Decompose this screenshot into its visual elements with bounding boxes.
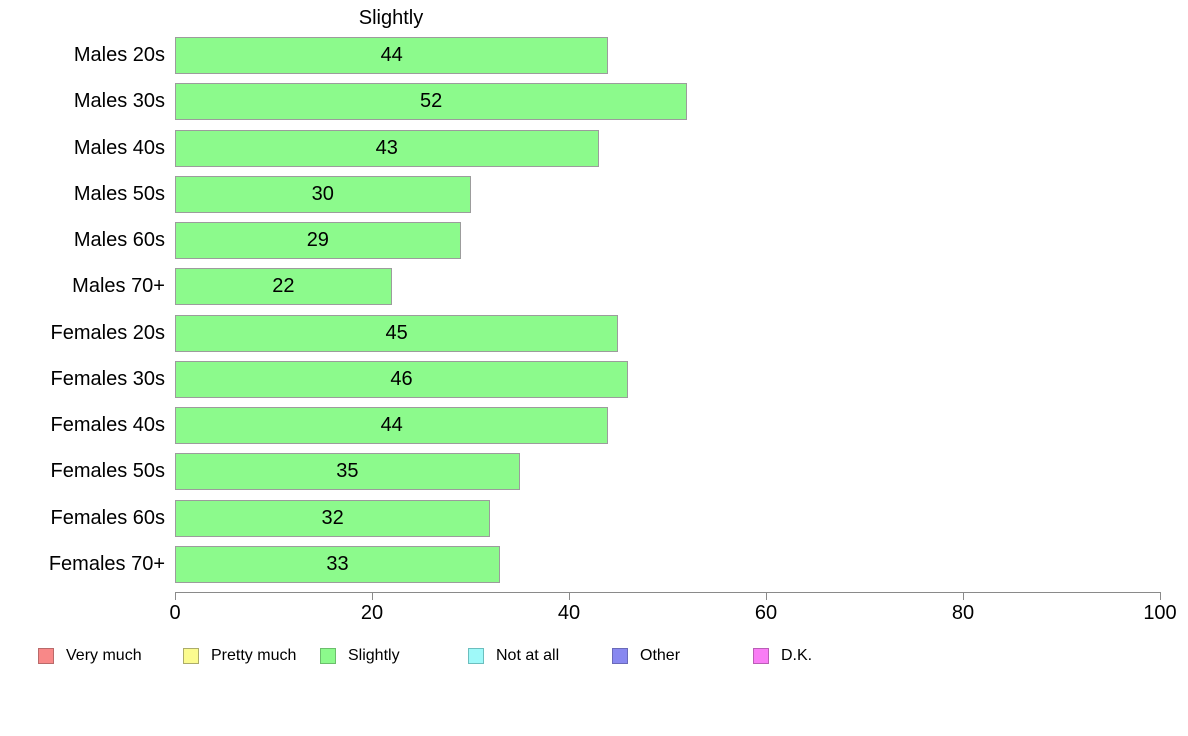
bar-row: Females 60s 32	[0, 499, 1188, 537]
bar-row: Females 40s 44	[0, 407, 1188, 445]
bar-value-label: 45	[385, 321, 408, 344]
bar-row: Females 50s 35	[0, 453, 1188, 491]
bar: 32	[175, 499, 491, 537]
category-label: Males 20s	[73, 44, 165, 66]
category-label: Females 50s	[50, 460, 166, 483]
x-axis-tick-label: 80	[951, 602, 975, 624]
category-label: Males 50s	[73, 182, 165, 205]
bar-value-label: 44	[380, 414, 403, 437]
legend-swatch	[183, 648, 199, 664]
bar-row: Females 30s 46	[0, 360, 1188, 398]
bar-value-label: 44	[380, 44, 403, 66]
legend-swatch	[612, 648, 628, 664]
bar: 44	[175, 407, 609, 445]
legend-label: D.K.	[781, 647, 813, 664]
bar: 35	[175, 453, 520, 491]
legend-swatch	[468, 648, 484, 664]
legend-label: Not at all	[496, 647, 560, 664]
bar: 22	[175, 268, 392, 306]
category-label: Females 30s	[50, 367, 166, 390]
bar: 44	[175, 37, 609, 74]
bar-value-label: 35	[336, 460, 359, 483]
legend-swatch	[38, 648, 54, 664]
bar-row: Males 70+ 22	[0, 268, 1188, 306]
bar: 29	[175, 222, 461, 260]
x-axis-tick-label: 60	[754, 602, 778, 624]
bar: 45	[175, 314, 619, 352]
bar: 43	[175, 129, 599, 167]
category-label: Females 40s	[50, 414, 166, 437]
legend-label: Very much	[66, 647, 142, 664]
bar: 52	[175, 83, 688, 121]
bar-row: Males 60s 29	[0, 222, 1188, 260]
x-axis-tick-label: 0	[169, 602, 181, 624]
legend-swatch	[320, 648, 336, 664]
chart-legend: Very much Pretty much Slightly Not at all Ot…	[0, 640, 1188, 672]
bar-value-label: 43	[375, 136, 398, 159]
x-axis-tick	[569, 593, 570, 600]
bar-value-label: 32	[321, 506, 344, 529]
x-axis-tick	[766, 593, 767, 600]
x-axis-tick-label: 40	[557, 602, 581, 624]
bar-value-label: 30	[311, 182, 334, 205]
x-axis-tick	[372, 593, 373, 600]
bar-row: Males 20s 44	[0, 37, 1188, 74]
x-axis-tick	[963, 593, 964, 600]
bar-row: Females 70+ 33	[0, 545, 1188, 583]
bar: 46	[175, 360, 629, 398]
category-label: Females 70+	[48, 552, 165, 575]
bar-row: Males 30s 52	[0, 83, 1188, 121]
legend-swatch	[753, 648, 769, 664]
bar-value-label: 22	[272, 275, 295, 298]
legend-label: Pretty much	[211, 647, 297, 664]
bar-row: Males 50s 30	[0, 175, 1188, 213]
x-axis-tick	[1160, 593, 1161, 600]
category-label: Females 60s	[50, 506, 166, 529]
x-axis-tick	[175, 593, 176, 600]
category-label: Males 40s	[73, 136, 165, 159]
bar: 33	[175, 545, 501, 583]
bar-value-label: 52	[419, 90, 443, 113]
chart-title: Slightly	[358, 7, 424, 29]
x-axis: 0 20 40 60 80 100	[169, 592, 1177, 624]
legend-label: Other	[640, 647, 681, 664]
bar: 30	[175, 175, 471, 213]
bar-row: Males 40s 43	[0, 129, 1188, 167]
category-label: Males 70+	[72, 275, 165, 298]
x-axis-tick-label: 100	[1143, 602, 1177, 624]
category-label: Males 60s	[73, 229, 165, 252]
category-label: Males 30s	[73, 90, 165, 113]
bar-value-label: 33	[326, 552, 349, 575]
legend-label: Slightly	[348, 647, 400, 664]
category-label: Females 20s	[50, 321, 166, 344]
bar-value-label: 29	[306, 229, 329, 252]
bar-row: Females 20s 45	[0, 314, 1188, 352]
bar-value-label: 46	[390, 367, 413, 390]
plot-area: Males 20s 44 Males 30s 52 Males 40s 43 Males 5…	[0, 37, 1188, 583]
x-axis-tick-label: 20	[360, 602, 384, 624]
